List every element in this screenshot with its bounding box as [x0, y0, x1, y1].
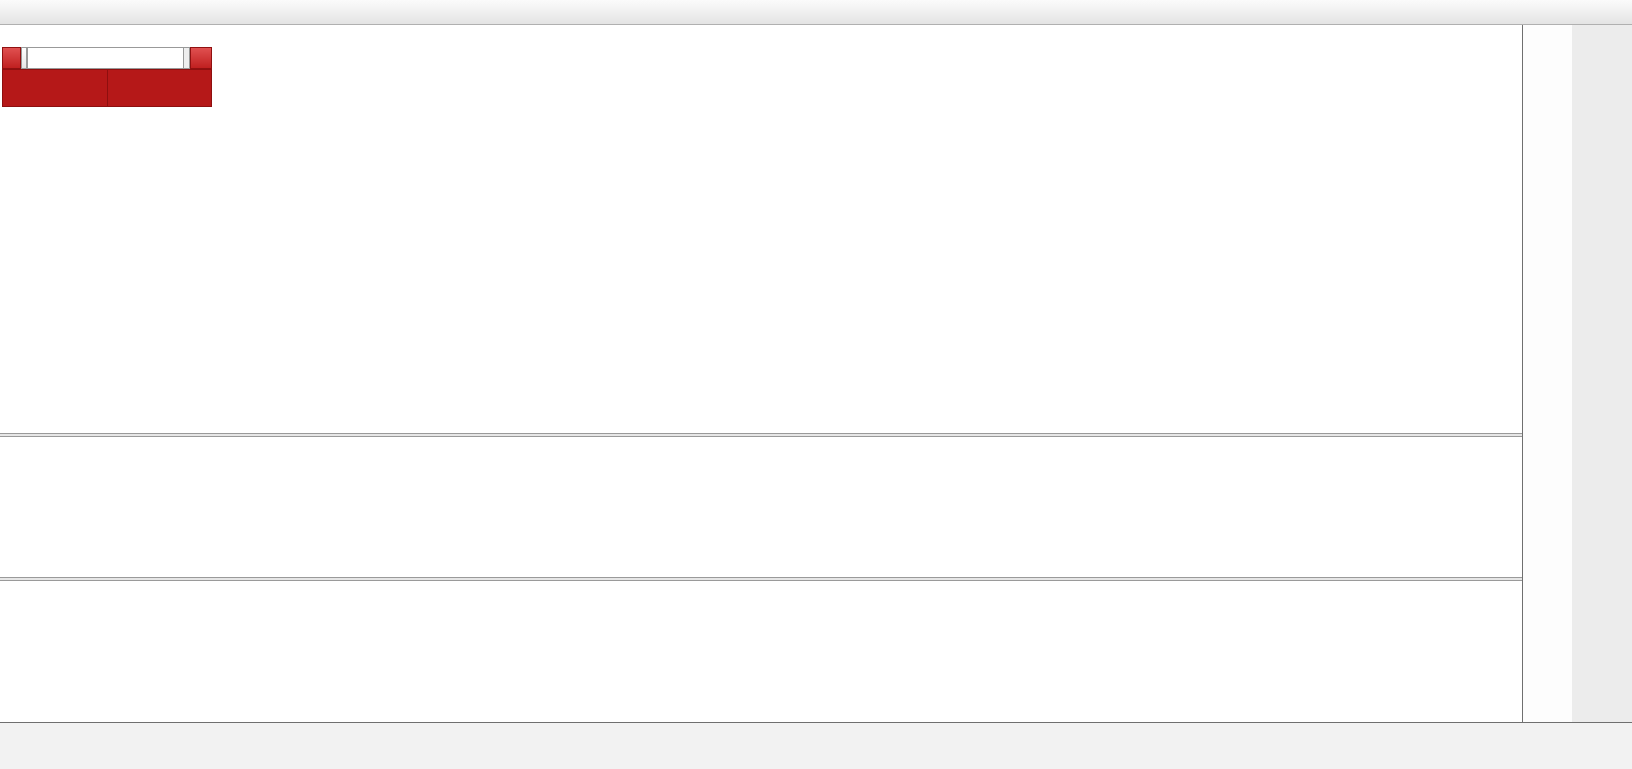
volume-down-icon[interactable] [184, 58, 189, 68]
rsi-panel[interactable] [0, 581, 1522, 722]
macd-label [6, 440, 14, 450]
sell-price[interactable] [3, 70, 108, 106]
chart-title-tab [6, 29, 8, 39]
main-chart-panel[interactable] [0, 25, 1522, 433]
time-axis[interactable] [0, 722, 1632, 769]
price-scale[interactable] [1522, 25, 1572, 722]
volume-stepper[interactable] [184, 47, 191, 69]
main-toolbar [0, 0, 1632, 25]
chart-window [0, 25, 1632, 769]
volume-up-icon[interactable] [184, 48, 189, 58]
volume-input[interactable] [27, 47, 185, 69]
one-click-trading-panel [2, 47, 212, 107]
macd-panel[interactable] [0, 437, 1522, 577]
buy-price[interactable] [108, 70, 212, 106]
panel-separator[interactable] [0, 433, 1572, 437]
buy-button[interactable] [190, 47, 212, 69]
macd-canvas[interactable] [0, 437, 1522, 577]
panel-separator[interactable] [0, 577, 1572, 581]
candlestick-canvas[interactable] [0, 25, 1522, 433]
rsi-canvas[interactable] [0, 581, 1522, 722]
volume-dropdown-button[interactable] [20, 47, 28, 69]
rsi-label [6, 584, 10, 594]
sell-button[interactable] [2, 47, 21, 69]
